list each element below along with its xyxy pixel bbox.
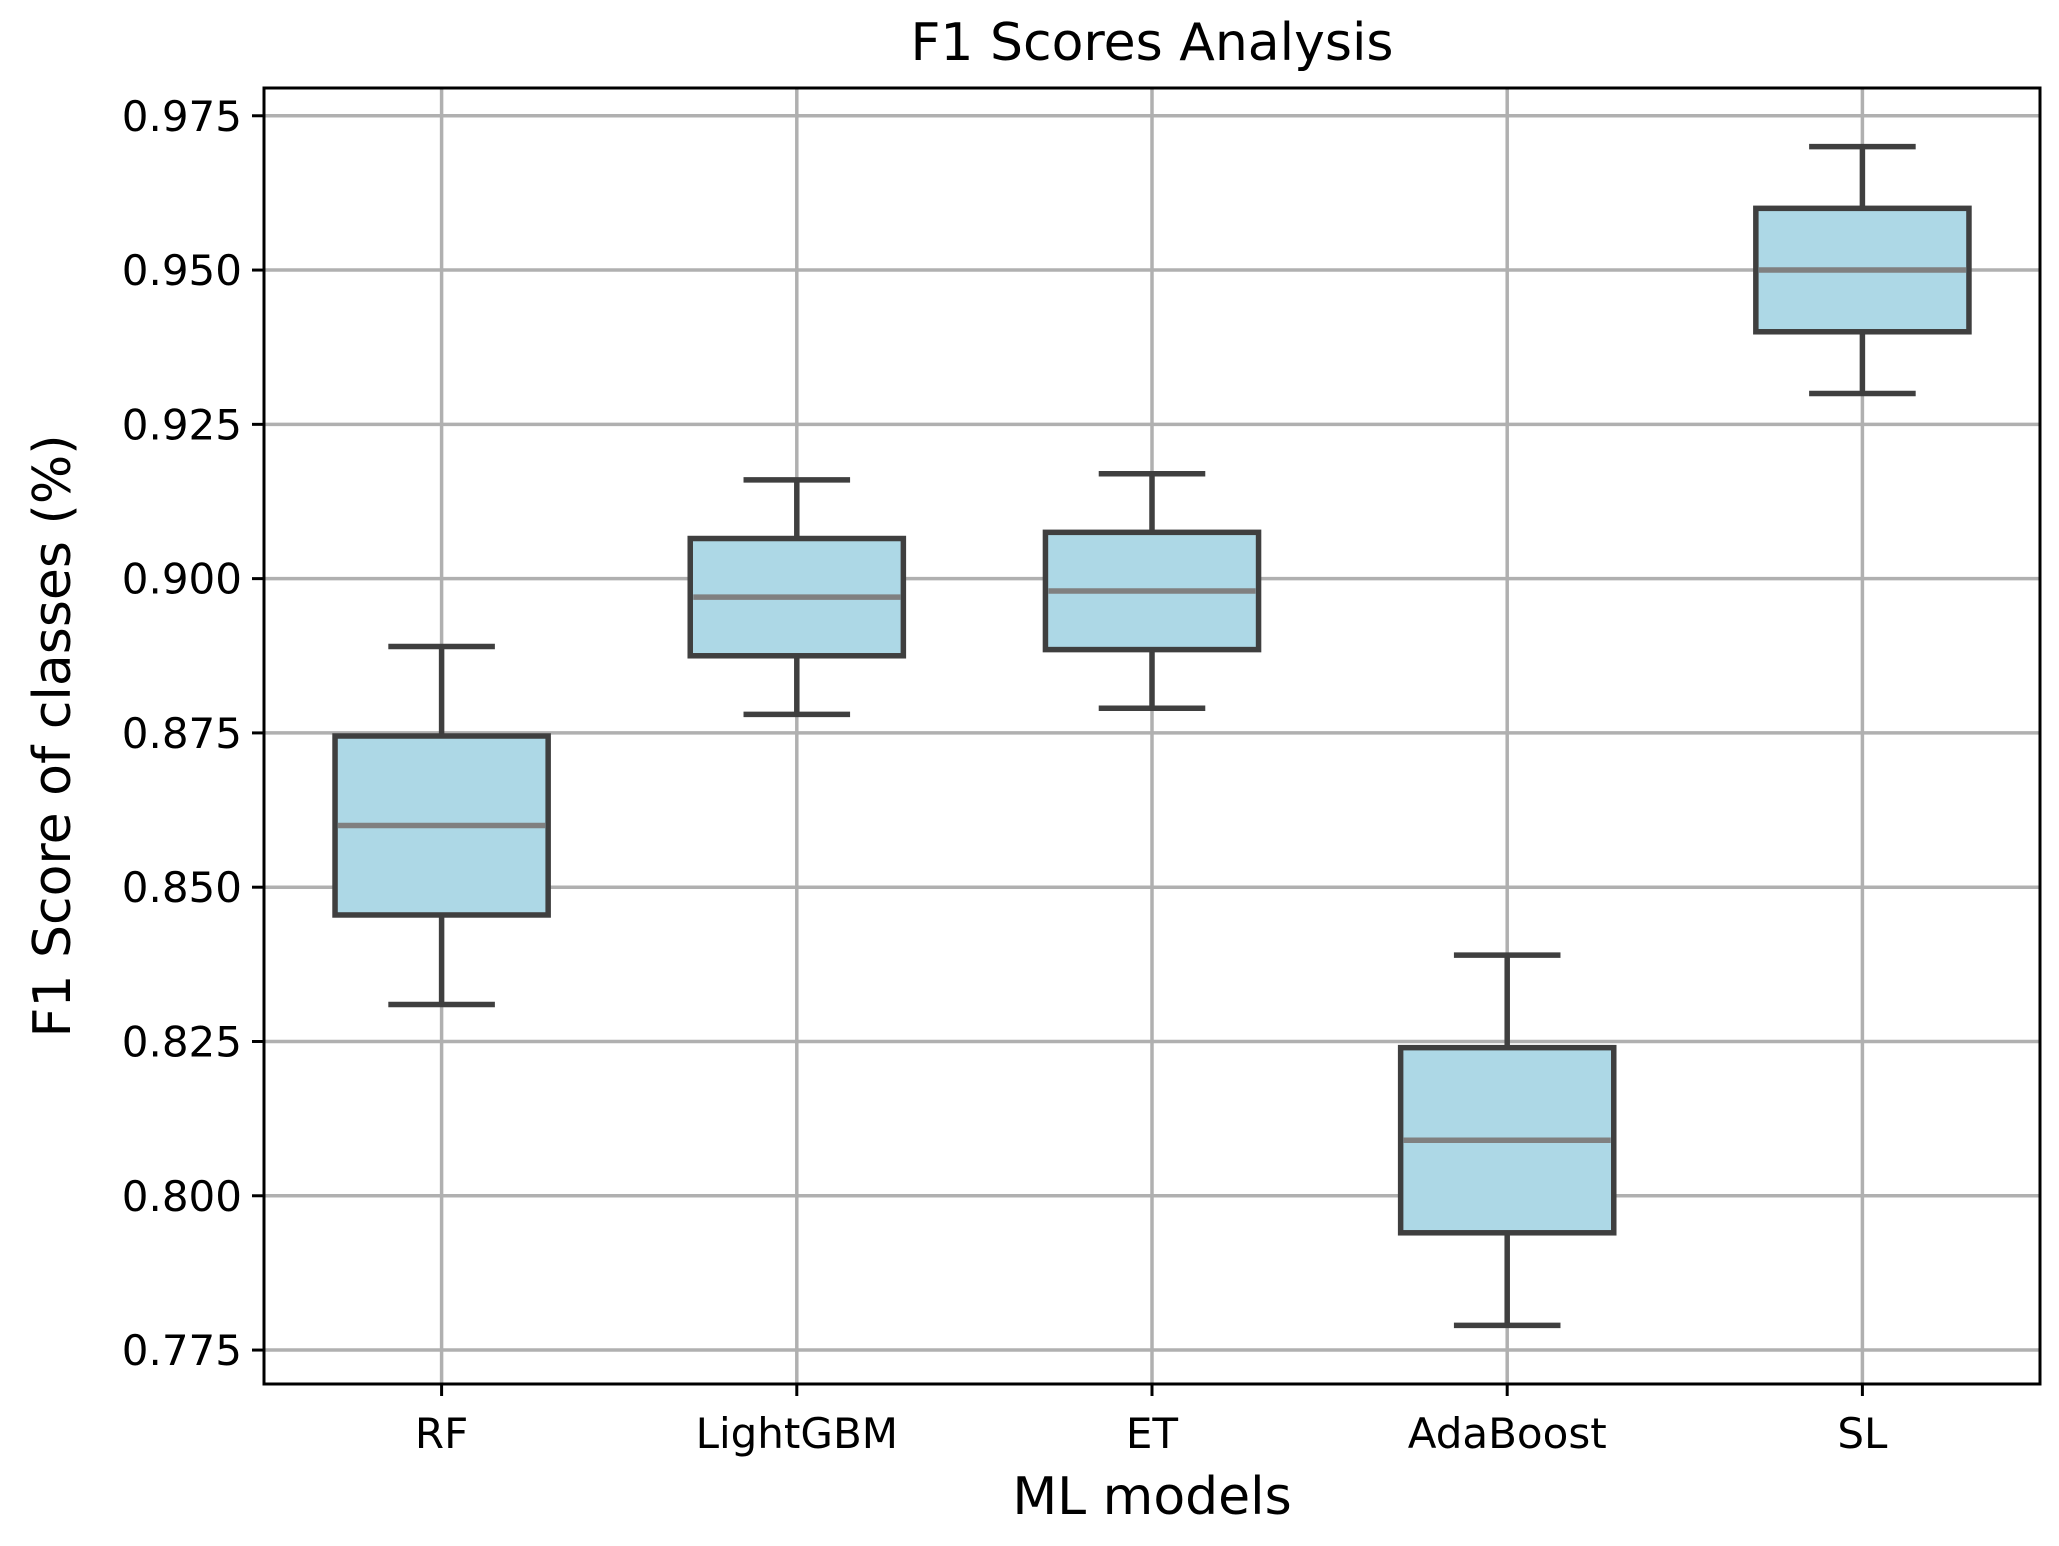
- y-axis-label: F1 Score of classes (%): [23, 434, 83, 1037]
- x-tick-label: ET: [1126, 1409, 1179, 1458]
- y-tick-label: 0.775: [122, 1326, 242, 1375]
- box-sl: [1753, 143, 1972, 397]
- box-layer: [332, 143, 1972, 1329]
- box-lightgbm: [687, 477, 907, 718]
- box-et: [1042, 470, 1262, 711]
- y-tick-label: 0.975: [122, 92, 242, 141]
- y-tick-label: 0.825: [122, 1017, 242, 1066]
- y-tick-label: 0.875: [122, 709, 242, 758]
- x-tick-label: AdaBoost: [1408, 1409, 1607, 1458]
- y-tick-label: 0.850: [122, 863, 242, 912]
- y-tick-label: 0.900: [122, 555, 242, 604]
- chart-title: F1 Scores Analysis: [910, 13, 1393, 73]
- box-adaboost: [1397, 952, 1617, 1329]
- x-axis-label: ML models: [1012, 1467, 1291, 1527]
- tick-layer: 0.775 0.800 0.825 0.850 0.875 0.900 0.925 0.950…: [122, 92, 1888, 1458]
- x-tick-label: SL: [1837, 1409, 1888, 1458]
- y-tick-label: 0.800: [122, 1172, 242, 1221]
- x-tick-label: RF: [415, 1409, 468, 1458]
- y-tick-label: 0.950: [122, 246, 242, 295]
- x-tick-label: LightGBM: [696, 1409, 898, 1458]
- box-rf: [332, 643, 551, 1008]
- y-tick-label: 0.925: [122, 400, 242, 449]
